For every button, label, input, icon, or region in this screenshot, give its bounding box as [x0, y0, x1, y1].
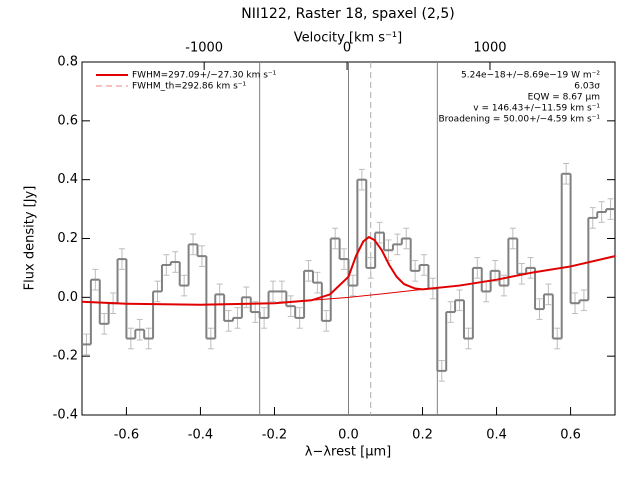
- y-tick-label: 0.4: [57, 172, 78, 187]
- x-tick-label: 0.6: [560, 428, 581, 443]
- annotation: 6.03σ: [574, 82, 600, 92]
- x-tick-label: -0.4: [188, 428, 213, 443]
- y-tick-label: -0.2: [53, 349, 78, 364]
- annotation: 5.24e−18+/−8.69e−19 W m⁻²: [461, 71, 600, 81]
- x-axis-label: λ−λrest [μm]: [305, 445, 391, 460]
- top-tick-label: 0: [343, 41, 351, 56]
- annotation: EQW = 8.67 μm: [528, 93, 600, 103]
- x-tick-label: -0.2: [262, 428, 287, 443]
- y-tick-label: 0.6: [57, 113, 78, 128]
- x-tick-label: 0.4: [486, 428, 507, 443]
- y-tick-label: 0.2: [57, 231, 78, 246]
- top-tick-label: 1000: [473, 41, 506, 56]
- y-tick-label: -0.4: [53, 408, 78, 423]
- y-tick-label: 0.8: [57, 55, 78, 70]
- top-axis-label: Velocity [km s⁻¹]: [294, 31, 402, 46]
- top-tick-label: -1000: [185, 41, 223, 56]
- legend-label: FWHM_th=292.86 km s⁻¹: [132, 82, 247, 92]
- fit-line: [81, 235, 616, 306]
- annotation: Broadening = 50.00+/−4.59 km s⁻¹: [439, 115, 601, 125]
- y-tick-label: 0.0: [57, 290, 78, 305]
- y-axis-label: Flux density [Jy]: [23, 186, 38, 291]
- x-tick-label: -0.6: [114, 428, 139, 443]
- x-tick-label: 0.2: [412, 428, 433, 443]
- x-tick-label: 0.0: [338, 428, 359, 443]
- chart-title: NII122, Raster 18, spaxel (2,5): [241, 6, 454, 22]
- fit-line: [311, 288, 423, 301]
- annotation: v = 146.43+/−11.59 km s⁻¹: [473, 104, 600, 114]
- legend-label: FWHM=297.09+/−27.30 km s⁻¹: [132, 71, 277, 81]
